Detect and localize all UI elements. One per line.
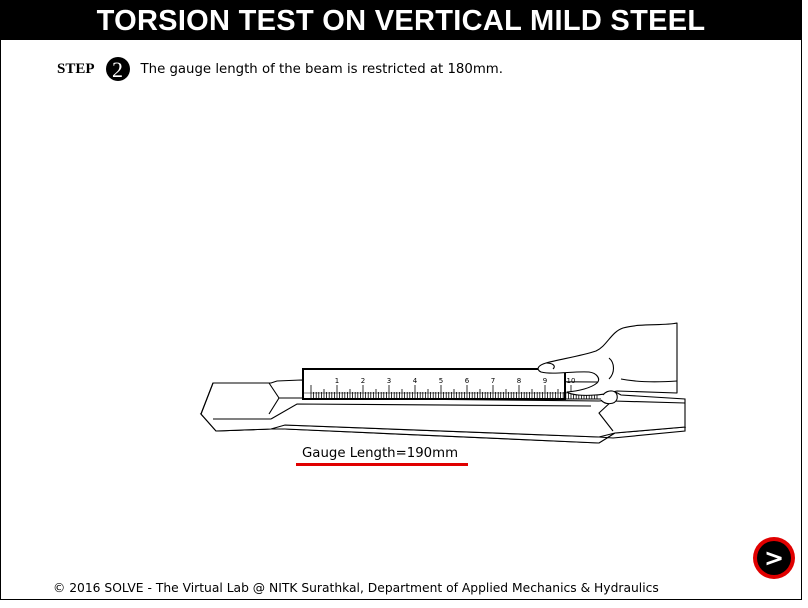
scale-tick-label: 7 bbox=[491, 377, 495, 385]
scale-tick-label: 2 bbox=[361, 377, 365, 385]
step-number-badge: 2 bbox=[105, 57, 130, 82]
gauge-length-underline bbox=[296, 463, 468, 466]
scale-tick-label: 4 bbox=[413, 377, 418, 385]
step-row: STEP 2 The gauge length of the beam is r… bbox=[57, 56, 503, 82]
footer-copyright: © 2016 SOLVE - The Virtual Lab @ NITK Su… bbox=[53, 581, 659, 595]
scale-tick-label: 10 bbox=[567, 377, 576, 385]
scale-tick-label: 5 bbox=[439, 377, 443, 385]
app-frame: TORSION TEST ON VERTICAL MILD STEEL STEP… bbox=[0, 0, 802, 600]
next-arrow-icon: > bbox=[757, 541, 791, 575]
scale-tick-label: 3 bbox=[387, 377, 391, 385]
scale-tick-label: 8 bbox=[517, 377, 521, 385]
scale-tick-label: 6 bbox=[465, 377, 470, 385]
scale-tick-label: 1 bbox=[335, 377, 339, 385]
gauge-length-label: Gauge Length=190mm bbox=[302, 446, 459, 461]
scale-tick-label: 9 bbox=[543, 377, 547, 385]
next-button[interactable]: > bbox=[753, 537, 795, 579]
step-label: STEP bbox=[57, 60, 95, 77]
page-title: TORSION TEST ON VERTICAL MILD STEEL bbox=[1, 1, 801, 40]
hand-icon bbox=[537, 322, 678, 405]
step-instruction: The gauge length of the beam is restrict… bbox=[140, 61, 503, 77]
torsion-specimen-illustration: 1 2 3 4 5 6 7 8 9 10 bbox=[199, 322, 687, 444]
